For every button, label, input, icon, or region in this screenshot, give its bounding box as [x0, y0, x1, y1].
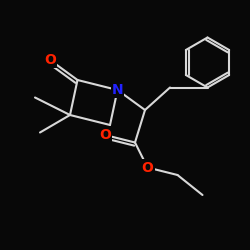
Text: O: O: [142, 160, 154, 174]
Text: O: O: [99, 128, 111, 142]
Text: O: O: [44, 53, 56, 67]
Text: N: N: [112, 83, 123, 97]
